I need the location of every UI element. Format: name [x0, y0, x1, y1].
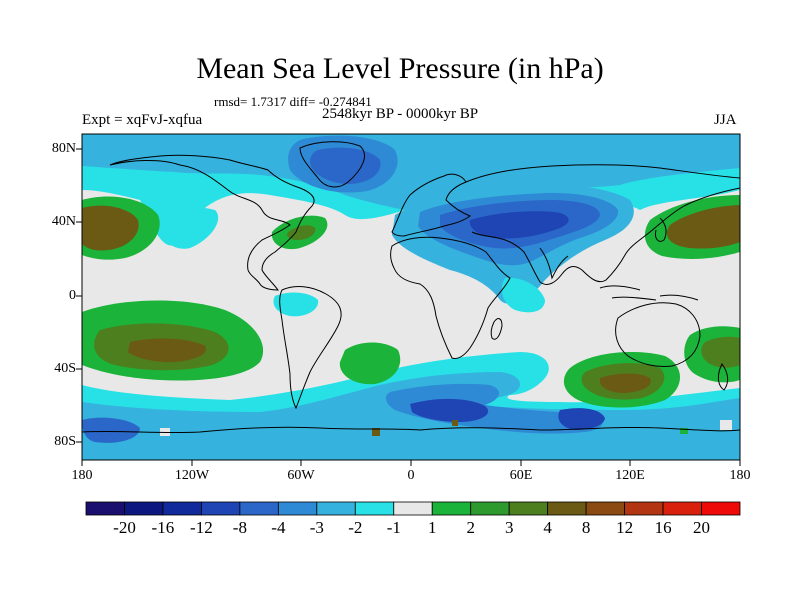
colorbar-boxes	[85, 501, 741, 516]
colorbar-label: 3	[504, 518, 514, 537]
axis-ticks	[76, 148, 741, 466]
colorbar-box	[585, 501, 625, 516]
colorbar-box	[624, 501, 664, 516]
antarctic-speck	[680, 428, 688, 434]
lat-label-80n: 80N	[51, 141, 76, 156]
coast-asia	[465, 164, 740, 285]
colorbar-box	[470, 501, 510, 516]
season-label: JJA	[714, 112, 737, 128]
atlantic-high-core	[287, 225, 316, 240]
period-label: 2548kyr BP - 0000kyr BP	[322, 106, 479, 122]
npacific-high-core-right	[666, 205, 740, 249]
colorbar-box	[239, 501, 279, 516]
equator-low-left	[273, 292, 319, 317]
southern-ocean-low-mid	[82, 372, 740, 460]
colorbar-label: -12	[190, 518, 213, 537]
coast-madagascar	[490, 318, 503, 340]
lon-label-180e: 180	[729, 468, 751, 483]
southern-ocean-low-core	[410, 398, 489, 422]
colorbar-label: -4	[271, 518, 286, 537]
satlantic-high	[339, 342, 401, 385]
spacific-high-core	[128, 338, 207, 363]
colorbar-label: -8	[232, 518, 247, 537]
rmsd-diff-stats: rmsd= 1.7317 diff= -0.274841	[214, 94, 372, 109]
colorbar-box	[162, 501, 202, 516]
coast-north-america	[109, 154, 315, 291]
atlantic-low-light	[160, 206, 219, 249]
colorbar-box	[547, 501, 587, 516]
coastlines	[82, 141, 740, 434]
colorbar-box	[354, 501, 395, 516]
pacific-south-low-core	[82, 417, 140, 443]
coast-africa	[390, 236, 511, 359]
tasman-high-core	[701, 336, 740, 368]
colorbar-label: -20	[113, 518, 136, 537]
asia-low-core	[469, 211, 569, 239]
colorbar-label: -3	[309, 518, 324, 537]
figure-title: Mean Sea Level Pressure (in hPa)	[196, 52, 604, 85]
colorbar-label: 2	[466, 518, 475, 537]
experiment-label: Expt = xqFvJ-xqfua	[82, 112, 203, 128]
coast-japan	[655, 217, 667, 242]
colorbar-box	[701, 501, 741, 516]
lon-label-60e: 60E	[509, 468, 533, 483]
colorbar-label: 16	[654, 518, 672, 537]
colorbar-label: 20	[693, 518, 710, 537]
africa-low-light	[501, 277, 545, 313]
colorbar-label: -16	[151, 518, 175, 537]
lon-label-120e: 120E	[615, 468, 645, 483]
npacific-high-core-left	[82, 205, 139, 251]
colorbar-box	[393, 501, 433, 516]
lat-label-40s: 40S	[54, 361, 76, 376]
coast-greenland	[299, 141, 365, 188]
colorbar-label: 12	[616, 518, 634, 537]
colorbar-label: 1	[427, 518, 437, 537]
southern-ocean-low-deep	[385, 383, 603, 434]
antarctic-speck	[452, 420, 458, 426]
colorbar-box	[431, 501, 472, 516]
lon-label-60w: 60W	[287, 468, 315, 483]
coast-australia	[615, 302, 701, 367]
colorbar-label: 4	[543, 518, 552, 537]
lat-label-0: 0	[69, 288, 76, 303]
antarctic-low-core	[558, 408, 605, 430]
colorbar-box	[201, 501, 241, 516]
north-polar-low-mid	[82, 134, 740, 210]
colorbar-box	[508, 501, 549, 516]
coast-new-zealand	[717, 363, 729, 391]
coast-antarctica	[82, 426, 740, 434]
colorbar-box	[124, 501, 164, 516]
lon-label-0: 0	[407, 468, 415, 483]
lon-label-120w: 120W	[174, 468, 210, 483]
coast-south-america	[279, 286, 342, 410]
lon-label-180w: 180	[71, 468, 93, 483]
colorbar-label: 8	[581, 518, 591, 537]
antarctic-speck	[372, 428, 380, 436]
map-field	[82, 134, 740, 460]
antarctic-speck	[720, 420, 732, 430]
coast-india	[539, 247, 569, 280]
colorbar-box	[662, 501, 702, 516]
lat-label-80s: 80S	[54, 434, 76, 449]
coast-europe	[391, 173, 472, 237]
lat-label-40n: 40N	[51, 214, 76, 229]
colorbar-label: -1	[386, 518, 401, 537]
colorbar-box	[316, 501, 356, 516]
indian-high-core	[599, 373, 651, 393]
north-polar-low-deeper	[310, 147, 381, 185]
colorbar-label: -2	[348, 518, 363, 537]
colorbar-box	[277, 501, 318, 516]
colorbar-box	[85, 501, 125, 516]
coast-indonesia	[599, 285, 699, 301]
